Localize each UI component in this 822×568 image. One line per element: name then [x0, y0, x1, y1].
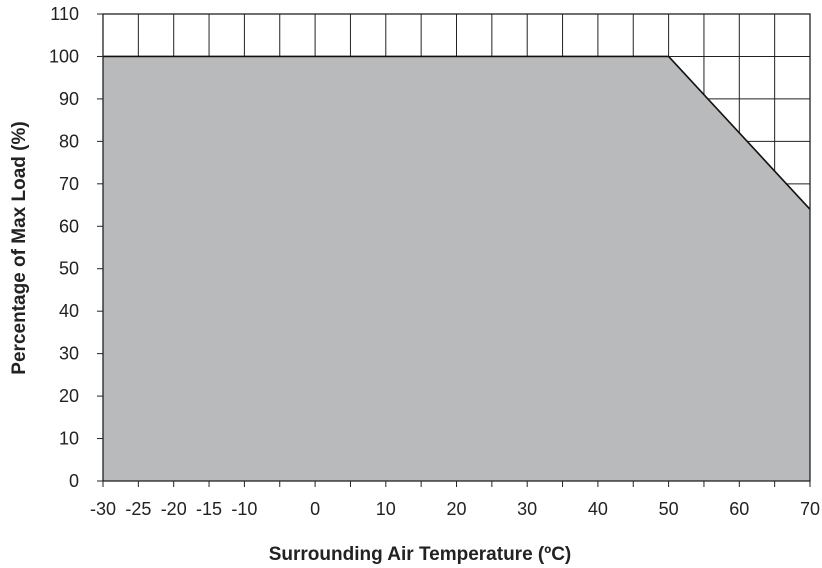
y-tick-label: 10 [59, 429, 79, 449]
derating-area [103, 56, 810, 482]
y-tick-label: 70 [59, 174, 79, 194]
x-tick-label: -10 [231, 499, 257, 519]
x-tick-label: 40 [588, 499, 608, 519]
y-tick-label: 0 [69, 471, 79, 491]
x-axis-title: Surrounding Air Temperature (ºC) [269, 544, 572, 565]
x-tick-label: -20 [161, 499, 187, 519]
x-tick-label: 0 [310, 499, 320, 519]
y-tick-label: 30 [59, 344, 79, 364]
x-tick-label: -25 [125, 499, 151, 519]
y-axis: 0 10 20 30 40 50 60 70 80 90 100 110 [49, 4, 103, 491]
y-tick-label: 90 [59, 89, 79, 109]
x-tick-label: 50 [659, 499, 679, 519]
y-tick-label: 40 [59, 301, 79, 321]
x-tick-label: 30 [517, 499, 537, 519]
x-tick-label: 20 [446, 499, 466, 519]
y-tick-label: 50 [59, 259, 79, 279]
x-axis: -30 -25 -20 -15 -10 0 10 20 30 40 50 60 70 [90, 481, 820, 519]
x-tick-label: 10 [376, 499, 396, 519]
y-axis-title: Percentage of Max Load (%) [9, 121, 30, 374]
y-tick-label: 80 [59, 131, 79, 151]
derating-curve [103, 55, 811, 210]
y-tick-label: 110 [50, 4, 79, 24]
x-tick-label: -30 [90, 499, 116, 519]
x-tick-label: -15 [196, 499, 222, 519]
y-tick-label: 20 [59, 386, 79, 406]
y-tick-label: 60 [59, 216, 79, 236]
y-tick-label: 100 [49, 46, 79, 66]
x-tick-label: 70 [800, 499, 820, 519]
x-tick-label: 60 [729, 499, 749, 519]
